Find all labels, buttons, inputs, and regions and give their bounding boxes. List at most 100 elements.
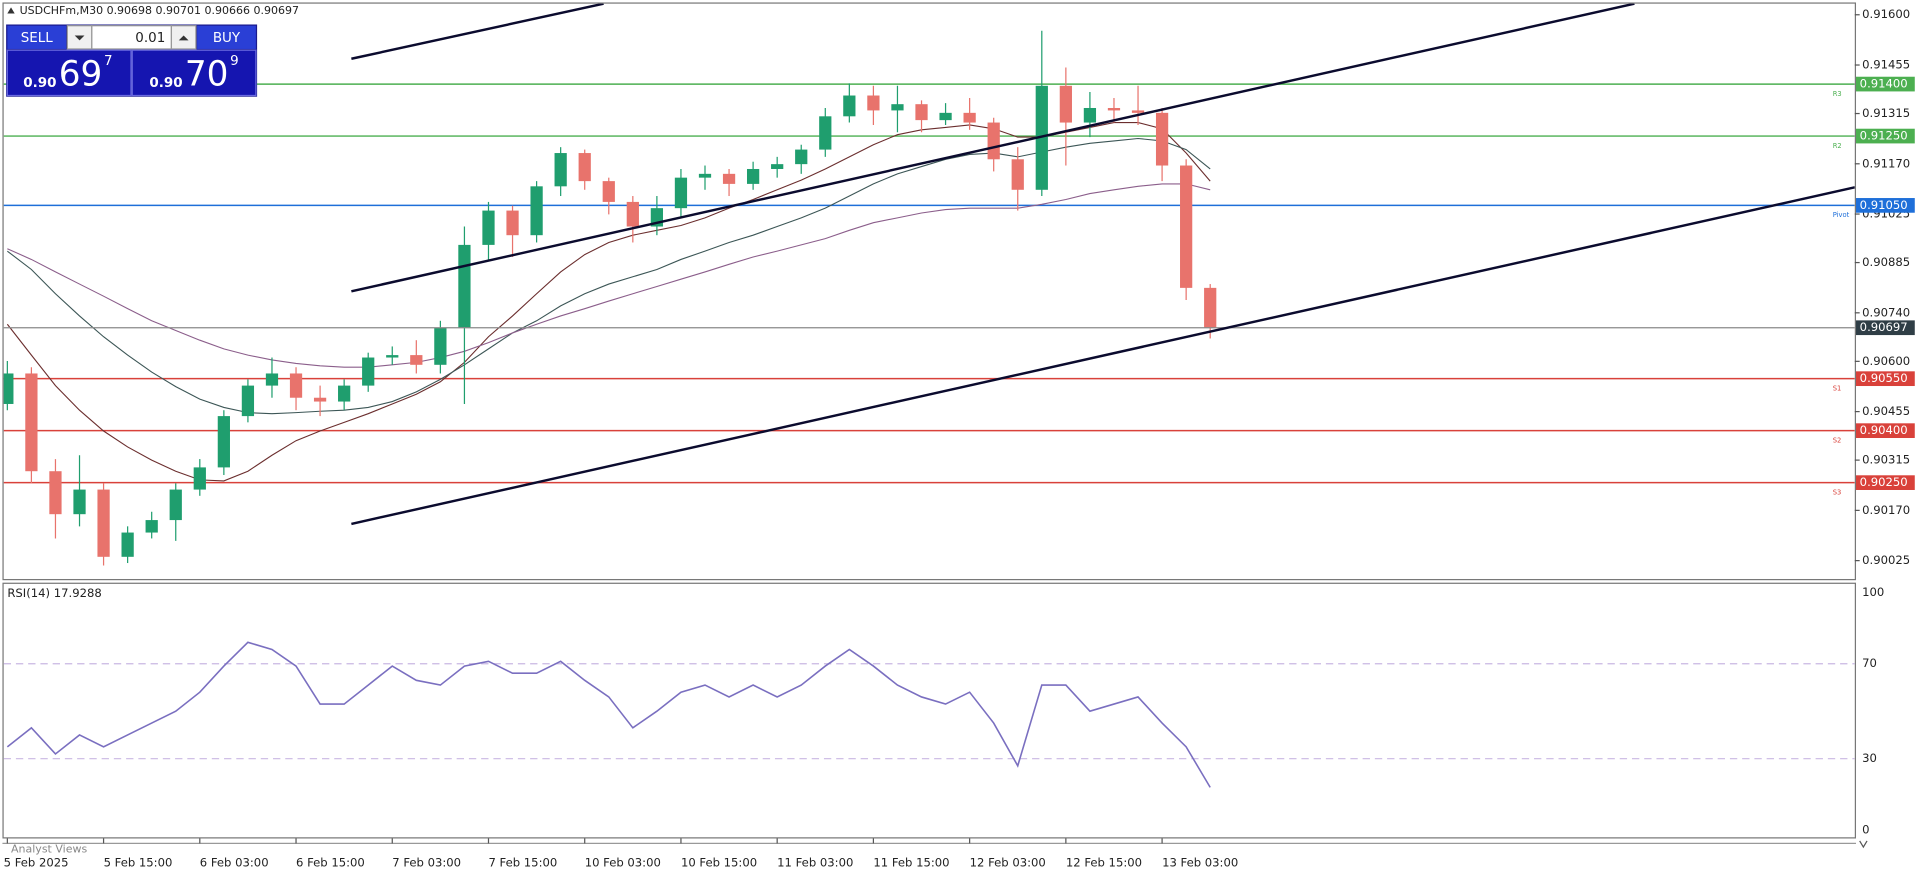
candle-body (121, 532, 134, 557)
candle-body (771, 164, 784, 169)
ask-pips: 70 (185, 54, 229, 94)
candle-body (1107, 107, 1121, 111)
candle-body (265, 373, 279, 386)
trend-lines (351, 3, 1855, 526)
scroll-arrow[interactable] (1859, 840, 1868, 849)
x-tick-label: 5 Feb 15:00 (104, 855, 173, 869)
candle-body (3, 373, 14, 404)
trend-line[interactable] (351, 3, 604, 60)
rsi-line (6, 641, 1211, 788)
rsi-tick-label: 0 (1862, 822, 1869, 836)
y-tick-label: 0.90455 (1862, 404, 1910, 418)
candle-body (49, 471, 62, 515)
pivot-level-name: S2 (1833, 436, 1842, 444)
trend-line[interactable] (351, 186, 1855, 526)
rsi-panel-frame (2, 582, 1857, 839)
x-tick-label: 6 Feb 03:00 (200, 855, 269, 869)
rsi-tick-label: 30 (1862, 751, 1877, 765)
pivot-level-label: 0.91050 (1860, 198, 1908, 212)
candle-body (338, 385, 351, 402)
pivot-level-box (1856, 128, 1915, 144)
x-tick-label: 11 Feb 15:00 (873, 855, 949, 869)
x-tick-label: 5 Feb 2025 (4, 855, 69, 869)
candle-body (915, 104, 928, 121)
footer-tab[interactable]: Analyst Views (11, 843, 87, 856)
x-tick-label: 7 Feb 15:00 (488, 855, 557, 869)
chart-title: USDCHFm,M30 0.90698 0.90701 0.90666 0.90… (20, 4, 299, 17)
candle-body (843, 95, 856, 117)
candle-body (217, 416, 230, 468)
pivot-level-box (1856, 198, 1915, 213)
ask-fraction: 9 (230, 54, 239, 69)
candle-body (1035, 85, 1048, 190)
current-price-label: 0.90697 (1860, 320, 1908, 334)
y-tick-label: 0.90885 (1862, 255, 1910, 269)
bid-big: 0.90 (23, 76, 56, 91)
x-tick-label: 7 Feb 03:00 (392, 855, 461, 869)
candle-body (1180, 165, 1193, 288)
ask-big: 0.90 (149, 76, 182, 91)
lot-value: 0.01 (135, 31, 165, 46)
bid-box[interactable] (6, 49, 132, 97)
pivot-level-name: Pivot (1833, 211, 1850, 219)
candle-body (193, 467, 206, 490)
pivot-level-box (1856, 371, 1915, 387)
candle-body (722, 173, 736, 184)
candle-body (241, 385, 255, 417)
candle-body (1131, 110, 1145, 113)
candle-body (795, 149, 808, 165)
main-plot: R3 R2 Pivot S1 S2 S3 (3, 30, 1855, 566)
candle-body (602, 181, 615, 202)
candle-body (434, 327, 447, 365)
current-price-box (1856, 320, 1915, 336)
candle-body (458, 244, 471, 328)
y-tick-label: 0.91315 (1862, 106, 1910, 120)
candle-body (578, 153, 591, 182)
candle-body (626, 201, 639, 227)
pivot-level-box (1856, 475, 1915, 490)
candle-body (819, 116, 832, 150)
candle-body (482, 210, 495, 245)
pivot-level-name: R2 (1833, 142, 1842, 150)
y-tick-label: 0.90600 (1862, 354, 1910, 368)
sell-button[interactable] (7, 25, 67, 49)
candle-body (169, 489, 182, 521)
sell-label: SELL (21, 31, 54, 46)
rsi-plot (3, 641, 1855, 788)
candle-body (410, 355, 423, 365)
ask-box[interactable] (131, 49, 257, 97)
moving-average (7, 137, 1211, 415)
y-tick-label: 0.91600 (1862, 7, 1910, 21)
candle-body (97, 489, 110, 557)
candle-body (1059, 85, 1072, 123)
x-tick-label: 6 Feb 15:00 (296, 855, 365, 869)
candle-body (289, 373, 303, 398)
moving-average (7, 183, 1211, 368)
candle-body (25, 373, 38, 472)
candle-body (554, 153, 567, 187)
candle-body (963, 112, 976, 123)
pivot-level-label: 0.90400 (1860, 423, 1908, 437)
collapse-icon[interactable] (7, 7, 15, 14)
buy-button[interactable] (197, 25, 256, 49)
candle-body (145, 520, 158, 533)
candle-body (530, 186, 543, 236)
candle-body (1083, 107, 1097, 123)
axes: 0.916000.914550.913150.911700.910250.908… (4, 7, 1915, 869)
lot-down-icon (74, 35, 85, 41)
bid-pips: 69 (59, 54, 103, 94)
candle-body (313, 397, 327, 402)
trade-panel: SELL 0.01 BUY 0.90 69 7 0.90 70 9 (6, 24, 258, 97)
candle-body (386, 355, 399, 358)
x-tick-label: 12 Feb 15:00 (1066, 855, 1142, 869)
candle-body (73, 489, 86, 515)
rsi-title: RSI(14) 17.9288 (7, 586, 101, 600)
main-panel-frame (2, 2, 1857, 581)
candle-body (506, 210, 519, 236)
trend-line[interactable] (351, 3, 1635, 293)
x-tick-label: 11 Feb 03:00 (777, 855, 853, 869)
candle-body (939, 112, 952, 121)
y-tick-label: 0.90315 (1862, 453, 1910, 467)
